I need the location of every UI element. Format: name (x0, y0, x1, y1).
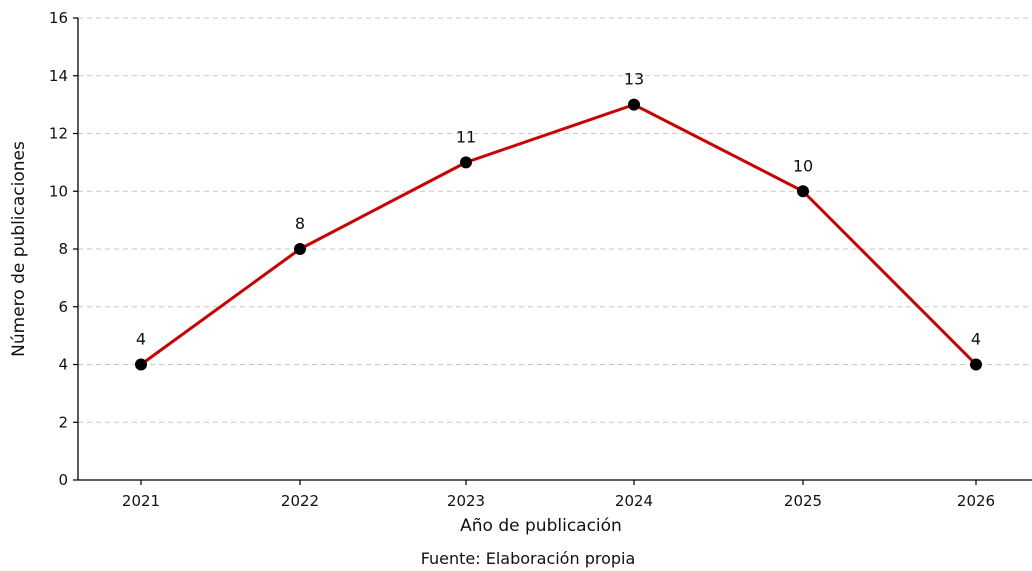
x-tick-label: 2026 (957, 492, 995, 510)
data-point (797, 185, 809, 198)
data-point (460, 156, 472, 169)
data-label: 13 (624, 70, 644, 89)
grid-lines (78, 17, 1032, 423)
y-tick-label: 0 (58, 471, 68, 489)
y-tick-label: 12 (49, 125, 68, 143)
x-tick-label: 2021 (122, 492, 160, 510)
x-tick-label: 2024 (615, 492, 653, 510)
y-tick-label: 2 (58, 413, 68, 431)
data-point (970, 358, 982, 371)
data-label: 11 (456, 127, 476, 146)
data-label: 10 (793, 156, 813, 175)
y-tick-label: 16 (49, 9, 68, 27)
y-tick-label: 8 (58, 240, 68, 258)
data-label: 4 (136, 330, 146, 349)
series-line (139, 103, 978, 366)
data-labels: 4 8 11 13 10 4 (136, 70, 981, 349)
source-note: Fuente: Elaboración propia (421, 549, 636, 568)
y-ticks: 0 2 4 6 8 10 12 14 16 (49, 9, 78, 489)
data-point (628, 98, 640, 111)
data-point (135, 358, 147, 371)
x-tick-label: 2022 (281, 492, 319, 510)
series-group (135, 98, 982, 371)
data-label: 8 (295, 214, 305, 233)
y-tick-label: 14 (49, 67, 68, 85)
x-axis-title: Año de publicación (460, 516, 622, 536)
x-tick-label: 2025 (784, 492, 822, 510)
x-tick-label: 2023 (447, 492, 485, 510)
y-axis-title: Número de publicaciones (9, 141, 29, 357)
data-label: 4 (971, 330, 981, 349)
y-tick-label: 4 (58, 356, 68, 374)
data-point (294, 243, 306, 255)
x-ticks: 2021 2022 2023 2024 2025 2026 (122, 480, 995, 510)
y-tick-label: 6 (58, 298, 68, 316)
y-tick-label: 10 (49, 182, 68, 200)
